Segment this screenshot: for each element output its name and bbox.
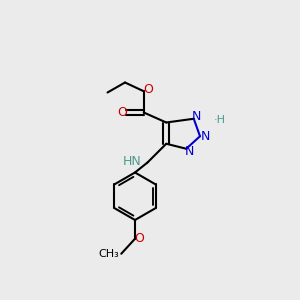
Text: ·H: ·H (214, 115, 226, 125)
Text: CH₃: CH₃ (98, 249, 119, 259)
Text: HN: HN (122, 155, 141, 168)
Text: O: O (143, 83, 153, 97)
Text: O: O (135, 232, 144, 245)
Text: N: N (184, 145, 194, 158)
Text: O: O (118, 106, 128, 118)
Text: N: N (201, 130, 210, 143)
Text: N: N (192, 110, 201, 123)
